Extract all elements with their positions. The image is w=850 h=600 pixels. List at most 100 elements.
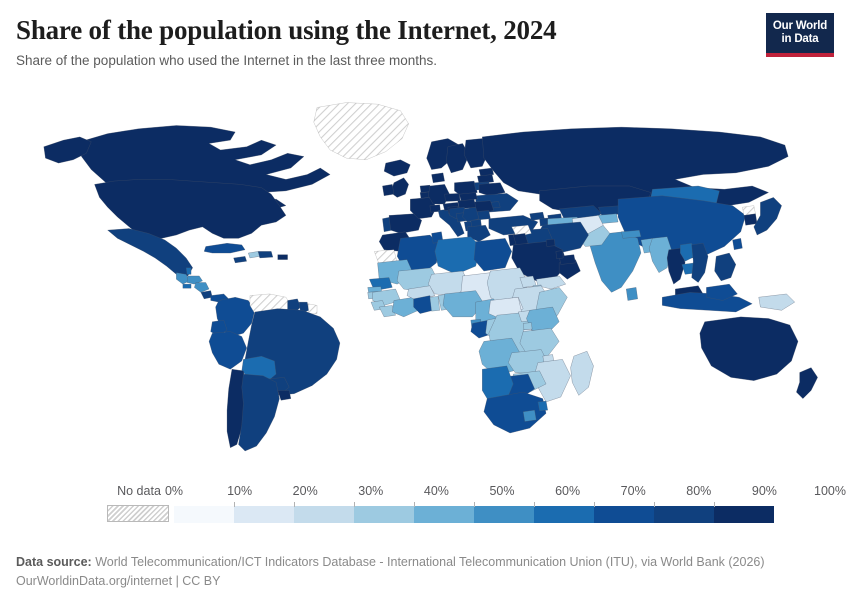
owid-logo-line2: in Data: [781, 33, 819, 45]
country-lesotho[interactable]: [523, 410, 536, 421]
country-egypt[interactable]: [474, 238, 512, 271]
country-australia[interactable]: [700, 317, 798, 381]
chart-subtitle: Share of the population who used the Int…: [16, 53, 438, 68]
legend-tick-labels: 0% 10% 20% 30% 40% 50% 60% 70% 80% 90% 100%: [165, 484, 846, 500]
country-eswatini[interactable]: [538, 401, 548, 411]
license-line[interactable]: OurWorldinData.org/internet | CC BY: [16, 574, 221, 588]
legend-tickmark-80: [654, 502, 655, 507]
country-mexico[interactable]: [108, 229, 193, 276]
legend-tickmark-40: [414, 502, 415, 507]
country-madagascar[interactable]: [571, 351, 594, 395]
country-rwanda[interactable]: [523, 323, 532, 330]
country-denmark[interactable]: [432, 173, 445, 183]
legend-tick-0: 0%: [164, 484, 184, 498]
legend-tick-10: 10%: [227, 484, 253, 498]
legend-tickmark-10: [234, 502, 235, 507]
legend-tick-50: 50%: [489, 484, 515, 498]
legend-tickmark-20: [294, 502, 295, 507]
country-sweden[interactable]: [446, 143, 469, 172]
country-argentina[interactable]: [238, 374, 279, 451]
country-united-kingdom[interactable]: [391, 178, 409, 198]
country-papua-new-guinea[interactable]: [759, 294, 795, 310]
country-kuwait[interactable]: [546, 239, 555, 246]
country-french-guiana[interactable]: [307, 303, 318, 314]
country-iceland[interactable]: [384, 160, 410, 176]
world-map[interactable]: [16, 78, 834, 478]
legend-no-data-label: No data: [117, 484, 161, 498]
country-south-africa[interactable]: [484, 392, 546, 433]
data-source-line: Data source: World Telecommunication/ICT…: [16, 553, 834, 571]
country-sri-lanka[interactable]: [626, 287, 637, 300]
country-peru[interactable]: [209, 332, 247, 370]
legend-bin-7[interactable]: [594, 506, 654, 523]
country-uruguay[interactable]: [278, 390, 291, 400]
country-togo[interactable]: [430, 296, 440, 311]
country-el-salvador[interactable]: [183, 284, 191, 288]
legend-tickmark-90: [714, 502, 715, 507]
data-source-prefix: Data source:: [16, 555, 92, 569]
country-yemen[interactable]: [536, 276, 565, 289]
country-taiwan[interactable]: [733, 238, 743, 249]
country-estonia[interactable]: [479, 168, 494, 176]
country-new-zealand[interactable]: [796, 368, 817, 399]
country-jordan[interactable]: [513, 233, 528, 246]
country-slovakia[interactable]: [459, 193, 477, 201]
country-cuba[interactable]: [204, 243, 245, 253]
country-puerto-rico[interactable]: [278, 255, 288, 260]
country-jamaica[interactable]: [234, 256, 247, 263]
country-libya[interactable]: [435, 237, 481, 275]
country-laos[interactable]: [680, 243, 695, 261]
legend-bin-9[interactable]: [714, 506, 774, 523]
chart-header: Share of the population using the Intern…: [16, 13, 834, 76]
country-nigeria[interactable]: [443, 291, 484, 317]
legend-tick-70: 70%: [620, 484, 646, 498]
legend-tickmark-30: [354, 502, 355, 507]
country-ghana[interactable]: [414, 296, 434, 314]
legend-no-data-swatch[interactable]: [107, 505, 169, 522]
country-ireland[interactable]: [382, 184, 393, 195]
legend-bin-3[interactable]: [354, 506, 414, 523]
country-borneo[interactable]: [706, 284, 737, 300]
legend-tick-80: 80%: [686, 484, 712, 498]
country-dominican-republic[interactable]: [258, 251, 273, 258]
legend-bin-2[interactable]: [294, 506, 354, 523]
owid-logo[interactable]: Our World in Data: [766, 13, 834, 57]
world-map-svg[interactable]: [16, 78, 834, 478]
country-south-korea[interactable]: [744, 214, 757, 225]
country-nicaragua[interactable]: [194, 282, 209, 292]
country-alaska[interactable]: [44, 137, 91, 163]
legend-bin-6[interactable]: [534, 506, 594, 523]
country-haiti[interactable]: [248, 251, 259, 258]
country-nepal[interactable]: [621, 230, 641, 238]
legend-tick-30: 30%: [358, 484, 384, 498]
legend-no-data[interactable]: No data: [102, 484, 176, 522]
country-qatar[interactable]: [556, 251, 563, 259]
country-myanmar[interactable]: [649, 237, 672, 273]
country-czechia[interactable]: [445, 193, 461, 201]
country-ivory-coast[interactable]: [392, 297, 418, 317]
legend-bin-1[interactable]: [234, 506, 294, 523]
legend-bin-0[interactable]: [174, 506, 234, 523]
country-japan[interactable]: [754, 197, 782, 235]
country-vietnam[interactable]: [692, 243, 708, 282]
country-hungary[interactable]: [458, 199, 476, 209]
country-belize[interactable]: [186, 268, 191, 275]
country-greenland[interactable]: [313, 102, 409, 160]
legend-tickmarks: [174, 502, 774, 508]
legend-tickmark-60: [534, 502, 535, 507]
legend-bin-8[interactable]: [654, 506, 714, 523]
legend-color-bar[interactable]: [174, 502, 774, 523]
country-philippines[interactable]: [715, 253, 736, 281]
country-liberia[interactable]: [379, 305, 395, 316]
legend-tick-100: 100%: [814, 484, 846, 498]
country-greece[interactable]: [468, 225, 491, 241]
legend-bin-5[interactable]: [474, 506, 534, 523]
legend-scale: 0% 10% 20% 30% 40% 50% 60% 70% 80% 90% 100%: [165, 484, 846, 523]
country-latvia[interactable]: [477, 175, 493, 184]
legend-bin-4[interactable]: [414, 506, 474, 523]
country-guatemala[interactable]: [176, 273, 189, 284]
legend-tick-40: 40%: [423, 484, 449, 498]
data-source-text: World Telecommunication/ICT Indicators D…: [95, 555, 765, 569]
country-syria[interactable]: [511, 225, 532, 237]
page-title: Share of the population using the Intern…: [16, 15, 557, 45]
